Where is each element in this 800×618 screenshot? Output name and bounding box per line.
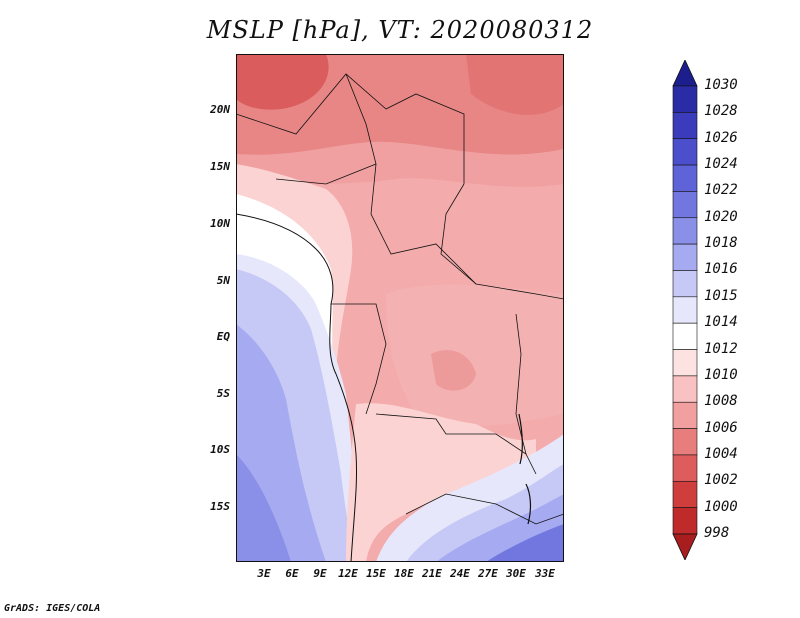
credit-text: GrADS: IGES/COLA	[4, 603, 101, 614]
border-2	[345, 73, 564, 300]
colorbar-swatch	[672, 138, 698, 166]
lat-tick-label: EQ	[216, 330, 230, 343]
colorbar-swatch	[672, 112, 698, 139]
colorbar-tick-label: 1002	[704, 472, 738, 489]
colorbar-swatch	[672, 322, 698, 350]
lon-tick-label: 33E	[535, 567, 555, 580]
lat-tick-label: 10N	[210, 217, 230, 230]
lake-1	[518, 413, 523, 465]
border-3	[440, 183, 477, 285]
chart-title: MSLP [hPa], VT: 2020080312	[206, 16, 594, 44]
colorbar-tick-label: 1008	[704, 393, 738, 410]
lat-tick-label: 5N	[216, 274, 230, 287]
lon-tick-label: 12E	[338, 567, 358, 580]
colorbar-bottom-arrow	[672, 533, 698, 560]
colorbar-swatch	[672, 191, 698, 219]
colorbar-tick-label: 1010	[704, 366, 738, 383]
lat-tick-label: 10S	[210, 443, 230, 456]
lon-tick-label: 15E	[366, 567, 386, 580]
colorbar-tick-label: 1016	[704, 261, 738, 278]
map-border	[236, 54, 564, 562]
lon-tick-label: 21E	[422, 567, 442, 580]
colorbar-tick-label: 1026	[704, 129, 738, 146]
border-4	[275, 163, 377, 185]
colorbar-swatch	[672, 480, 698, 508]
field-ne-low	[466, 54, 564, 115]
field-congo	[386, 284, 564, 426]
colorbar-tick-label: 1015	[704, 287, 738, 304]
lat-tick-label: 15N	[210, 160, 230, 173]
colorbar-tick-label: 1000	[704, 498, 738, 515]
border-8	[515, 313, 527, 455]
colorbar-swatch	[672, 375, 698, 403]
colorbar-swatch	[672, 296, 698, 324]
colorbar-tick-label: 1030	[704, 77, 738, 93]
colorbar-swatch	[672, 349, 698, 377]
lake-2	[525, 483, 532, 525]
colorbar-top-arrow	[672, 60, 698, 87]
colorbar-swatch	[672, 164, 698, 192]
colorbar-swatch	[672, 401, 698, 429]
border-6	[375, 413, 537, 475]
border-1	[236, 73, 465, 184]
colorbar-tick-label: 1006	[704, 419, 738, 436]
colorbar-swatch	[672, 507, 698, 535]
lon-tick-label: 18E	[394, 567, 414, 580]
colorbar-tick-label: 1028	[704, 103, 738, 120]
colorbar-tick-label: 1014	[704, 314, 738, 331]
lon-tick-label: 6E	[285, 567, 299, 580]
colorbar-tick-label: 1024	[704, 156, 738, 173]
field-sahel	[236, 141, 564, 189]
lat-tick-label: 20N	[210, 103, 230, 116]
field-nw-deep-low	[236, 54, 329, 110]
border-5	[331, 303, 387, 415]
field-angola	[346, 403, 536, 562]
colorbar-tick-label: 998	[704, 525, 730, 541]
border-7	[405, 493, 564, 525]
field-south-1022	[486, 524, 564, 562]
mslp-map	[236, 54, 564, 562]
lat-tick-label: 15S	[210, 500, 230, 513]
colorbar-swatch	[672, 85, 698, 113]
colorbar-swatch	[672, 217, 698, 245]
colorbar-tick-label: 1020	[704, 208, 738, 225]
colorbar	[672, 60, 698, 560]
field-congo-low	[431, 350, 476, 391]
colorbar-swatch	[672, 454, 698, 482]
colorbar-tick-label: 1004	[704, 445, 738, 462]
lon-tick-label: 27E	[478, 567, 498, 580]
colorbar-swatch	[672, 243, 698, 271]
lon-tick-label: 3E	[257, 567, 271, 580]
coastline	[236, 213, 358, 562]
colorbar-swatch	[672, 270, 698, 298]
lon-tick-label: 30E	[506, 567, 526, 580]
lon-tick-label: 24E	[450, 567, 470, 580]
colorbar-swatch	[672, 428, 698, 456]
lon-tick-label: 9E	[313, 567, 327, 580]
colorbar-tick-label: 1022	[704, 182, 738, 199]
colorbar-tick-label: 1018	[704, 235, 738, 252]
field-ocean-1022	[236, 454, 291, 562]
colorbar-tick-label: 1012	[704, 340, 738, 357]
lat-tick-label: 5S	[216, 387, 230, 400]
